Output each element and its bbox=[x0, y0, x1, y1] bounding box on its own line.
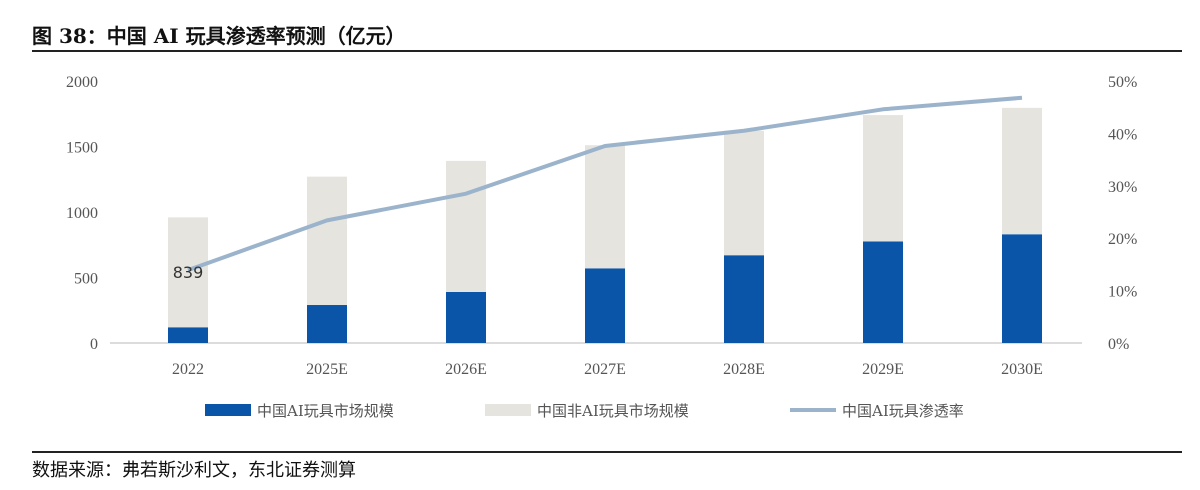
y-left-tick-label: 500 bbox=[74, 271, 98, 288]
legend-swatch bbox=[485, 404, 531, 416]
x-tick-label: 2022 bbox=[172, 361, 204, 378]
bar-ai-2022 bbox=[168, 327, 208, 343]
bar-non-ai-2028E bbox=[724, 130, 764, 256]
y-right-tick-label: 20% bbox=[1108, 231, 1137, 248]
title-divider bbox=[32, 50, 1182, 52]
y-left-tick-label: 1000 bbox=[66, 205, 98, 222]
x-tick-label: 2026E bbox=[445, 361, 487, 378]
bar-non-ai-2029E bbox=[863, 115, 903, 242]
y-right-tick-label: 50% bbox=[1108, 74, 1137, 91]
y-right-tick-label: 10% bbox=[1108, 284, 1137, 301]
bar-non-ai-2025E bbox=[307, 176, 347, 306]
y-right-tick-label: 40% bbox=[1108, 126, 1137, 143]
bar-non-ai-2027E bbox=[585, 145, 625, 269]
x-tick-label: 2025E bbox=[306, 361, 348, 378]
bar-ai-2028E bbox=[724, 255, 764, 343]
y-right-tick-label: 30% bbox=[1108, 179, 1137, 196]
bar-ai-2027E bbox=[585, 268, 625, 343]
y-left-tick-label: 2000 bbox=[66, 74, 98, 91]
legend-label: 中国非AI玩具市场规模 bbox=[537, 402, 689, 420]
bar-ai-2025E bbox=[307, 305, 347, 343]
legend-label: 中国AI玩具市场规模 bbox=[257, 402, 394, 420]
x-tick-label: 2030E bbox=[1001, 361, 1043, 378]
legend-label: 中国AI玩具渗透率 bbox=[842, 402, 964, 420]
footer-divider bbox=[32, 451, 1182, 453]
penetration-line bbox=[187, 95, 1023, 273]
x-tick-label: 2027E bbox=[584, 361, 626, 378]
bar-non-ai-2030E bbox=[1002, 107, 1042, 235]
bar-ai-2030E bbox=[1002, 234, 1042, 343]
bar-non-ai-2026E bbox=[446, 160, 486, 292]
source-note: 数据来源：弗若斯沙利文，东北证券测算 bbox=[32, 460, 356, 481]
legend-swatch bbox=[205, 404, 251, 416]
chart-title: 图 38：中国 AI 玩具渗透率预测（亿元） bbox=[32, 24, 406, 48]
y-left-tick-label: 1500 bbox=[66, 140, 98, 157]
bar-ai-2026E bbox=[446, 291, 486, 343]
bar-ai-2029E bbox=[863, 241, 903, 343]
x-tick-label: 2029E bbox=[862, 361, 904, 378]
y-left-tick-label: 0 bbox=[90, 336, 98, 353]
data-label: 839 bbox=[173, 263, 204, 282]
y-right-tick-label: 0% bbox=[1108, 336, 1129, 353]
x-tick-label: 2028E bbox=[723, 361, 765, 378]
bar-non-ai-2022 bbox=[168, 217, 208, 328]
chart: 0 500 1000 1500 2000 0% 10% 20% 30% 40% 50% 2022 202… bbox=[66, 74, 1137, 420]
